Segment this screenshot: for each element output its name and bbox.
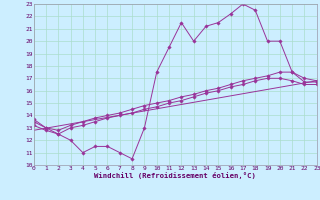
X-axis label: Windchill (Refroidissement éolien,°C): Windchill (Refroidissement éolien,°C) bbox=[94, 172, 256, 179]
